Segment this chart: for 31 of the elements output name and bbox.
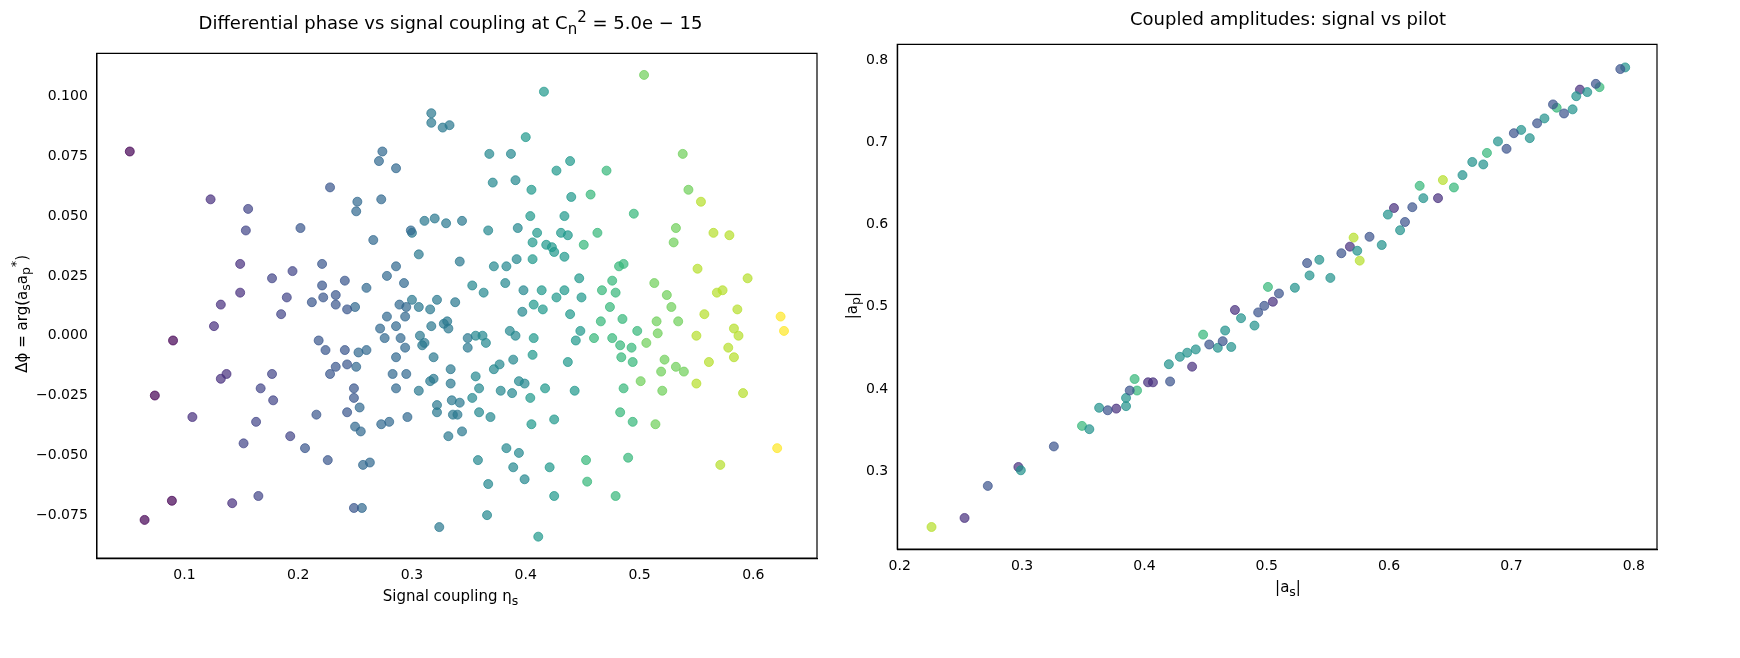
x-tick-label: 0.1 — [173, 565, 196, 582]
x-tick-label: 0.2 — [287, 565, 310, 582]
chart-title: Coupled amplitudes: signal vs pilot — [1130, 8, 1446, 29]
y-tick-label: −0.075 — [36, 505, 88, 522]
x-tick-label: 0.6 — [1377, 557, 1401, 574]
x-tick-label: 0.3 — [1010, 557, 1034, 574]
x-tick-label: 0.8 — [1622, 557, 1645, 574]
y-tick-label: 0.7 — [866, 132, 889, 149]
y-tick-label: 0.100 — [47, 86, 88, 103]
y-tick-label: 0.025 — [47, 266, 88, 283]
y-tick-label: 0.050 — [47, 206, 88, 223]
chart-title: Differential phase vs signal coupling at C$_{n}$$^{2}$ = 5.0e − 15 — [198, 8, 703, 38]
x-axis-title: Signal coupling η$_{s}$ — [382, 586, 519, 608]
y-tick-label: −0.050 — [36, 445, 88, 462]
x-tick-label: 0.4 — [1133, 557, 1156, 574]
y-tick-label: 0.3 — [866, 461, 889, 478]
y-tick-label: 0.075 — [47, 146, 88, 163]
y-tick-label: −0.025 — [36, 385, 88, 402]
y-tick-label: 0.6 — [866, 215, 889, 232]
x-tick-label: 0.3 — [400, 565, 424, 582]
x-tick-label: 0.5 — [628, 565, 651, 582]
x-tick-label: 0.2 — [888, 557, 911, 574]
y-tick-label: 0.8 — [866, 50, 889, 67]
y-tick-label: 0.000 — [47, 325, 88, 342]
y-tick-label: 0.5 — [866, 297, 889, 314]
x-axis-title: |a$_{s}$| — [1275, 578, 1301, 599]
y-tick-label: 0.4 — [866, 379, 889, 396]
x-tick-label: 0.5 — [1255, 557, 1278, 574]
x-tick-label: 0.4 — [514, 565, 537, 582]
x-tick-label: 0.7 — [1500, 557, 1523, 574]
x-tick-label: 0.6 — [742, 565, 765, 582]
